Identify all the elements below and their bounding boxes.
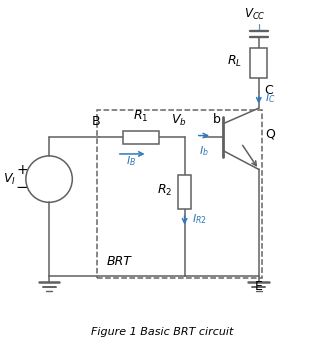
Text: $R_2$: $R_2$ bbox=[157, 183, 172, 198]
Text: B: B bbox=[92, 115, 101, 128]
Text: b: b bbox=[213, 113, 221, 126]
Text: $I_b$: $I_b$ bbox=[199, 144, 209, 158]
Bar bbox=[250, 48, 267, 78]
Text: $V_{CC}$: $V_{CC}$ bbox=[244, 7, 266, 22]
Text: BRT: BRT bbox=[107, 256, 132, 268]
Text: $V_I$: $V_I$ bbox=[3, 171, 16, 187]
Text: C: C bbox=[265, 84, 273, 97]
Text: Q: Q bbox=[265, 127, 275, 141]
Bar bbox=[98, 110, 262, 278]
Text: $V_b$: $V_b$ bbox=[171, 113, 187, 128]
Text: $I_C$: $I_C$ bbox=[265, 92, 275, 105]
Text: $I_{R2}$: $I_{R2}$ bbox=[192, 213, 206, 226]
Bar bbox=[123, 131, 159, 144]
Text: −: − bbox=[16, 180, 29, 195]
Text: $I_B$: $I_B$ bbox=[126, 154, 136, 168]
Text: E: E bbox=[255, 280, 263, 293]
Text: Figure 1 Basic BRT circuit: Figure 1 Basic BRT circuit bbox=[91, 327, 233, 337]
Text: +: + bbox=[16, 163, 28, 178]
Text: $R_1$: $R_1$ bbox=[133, 109, 149, 124]
Bar bbox=[178, 175, 191, 209]
Text: $R_L$: $R_L$ bbox=[227, 54, 242, 69]
